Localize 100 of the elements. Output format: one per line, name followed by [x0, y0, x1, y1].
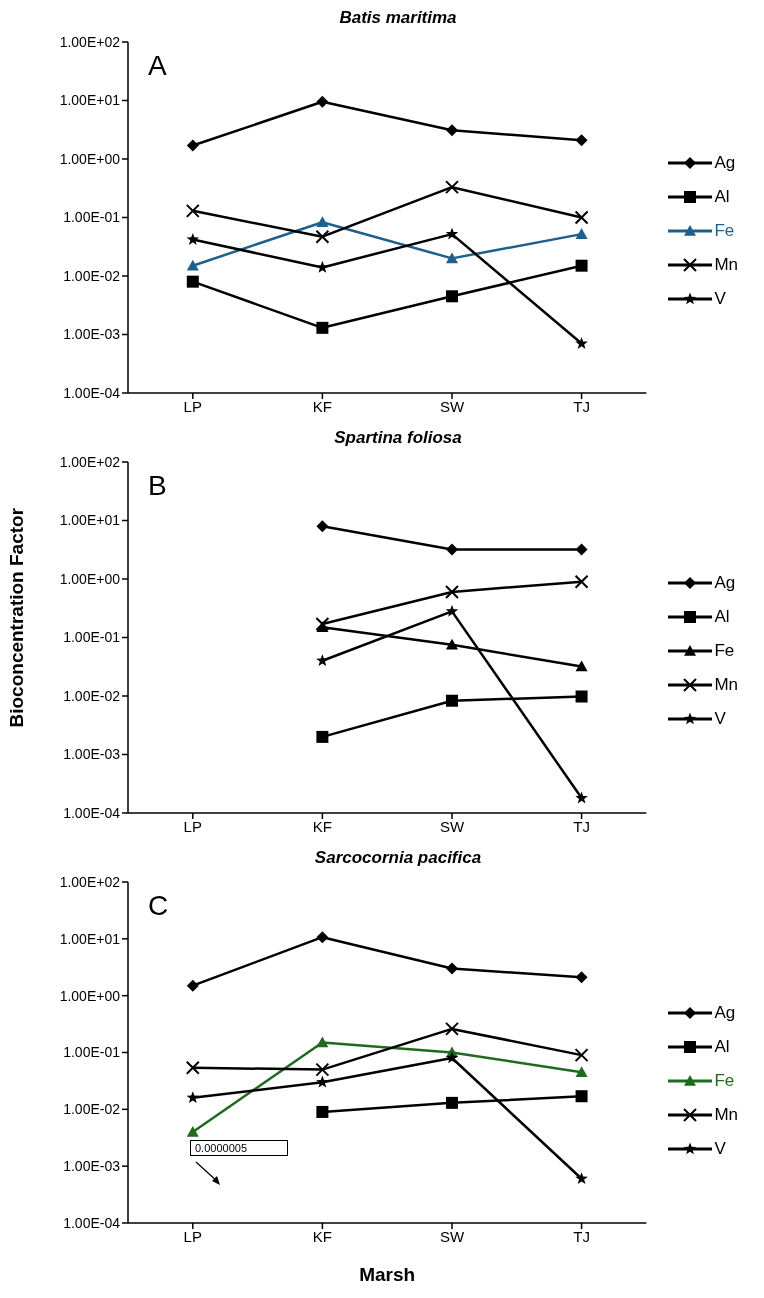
point: [186, 1125, 199, 1137]
y-tick-label: 1.00E+00: [59, 987, 121, 1004]
point: [574, 1048, 589, 1063]
y-tick-label: 1.00E+02: [59, 453, 121, 470]
y-tick-label: 1.00E-03: [63, 326, 121, 343]
legend-label: Al: [714, 607, 730, 627]
point: [445, 124, 458, 137]
x-tick-label: SW: [439, 817, 465, 835]
legend-label: V: [714, 709, 726, 729]
point: [444, 584, 459, 599]
y-tick-label: 1.00E+02: [59, 33, 121, 50]
legend-label: Mn: [714, 675, 738, 695]
x-tick-label: KF: [312, 1227, 332, 1245]
x-tick-label: TJ: [573, 817, 590, 835]
legend-label: Ag: [714, 153, 736, 173]
point: [315, 617, 330, 632]
legend-label: Fe: [714, 1071, 735, 1091]
point: [575, 1090, 588, 1103]
point: [575, 660, 588, 672]
point: [316, 321, 329, 334]
x-axis-title: Marsh: [359, 1264, 416, 1285]
y-tick-label: 1.00E-03: [63, 746, 121, 763]
y-tick-label: 1.00E-04: [63, 1214, 121, 1231]
point: [316, 216, 329, 228]
legend-label: Fe: [714, 641, 735, 661]
point: [575, 134, 588, 147]
point: [445, 638, 458, 650]
point: [575, 690, 588, 703]
x-tick-label: LP: [183, 1227, 202, 1245]
point: [445, 604, 459, 617]
x-tick-label: SW: [439, 397, 465, 415]
point: [574, 574, 589, 589]
point: [575, 971, 588, 984]
x-tick-label: SW: [439, 1227, 465, 1245]
point: [575, 1172, 588, 1185]
point: [445, 227, 459, 240]
point: [315, 229, 330, 244]
x-tick-label: TJ: [573, 1227, 590, 1245]
x-tick-label: KF: [312, 817, 332, 835]
note-box: 0.0000005: [190, 1140, 288, 1156]
legend-label: Fe: [714, 221, 735, 241]
annotation: C: [148, 890, 169, 922]
legend-label: Al: [714, 1037, 730, 1057]
y-tick-label: 1.00E-01: [63, 629, 121, 646]
point: [574, 210, 589, 225]
x-tick-label: KF: [312, 397, 332, 415]
point: [445, 1096, 458, 1109]
legend-label: V: [714, 1139, 726, 1159]
point: [316, 730, 329, 743]
x-tick-label: LP: [183, 397, 202, 415]
x-tick-label: TJ: [573, 397, 590, 415]
y-tick-label: 1.00E-04: [63, 384, 121, 401]
y-tick-label: 1.00E-02: [63, 267, 121, 284]
point: [316, 520, 329, 533]
point: [444, 1021, 459, 1036]
y-tick-label: 1.00E+01: [59, 930, 121, 947]
y-tick-label: 1.00E-03: [63, 1158, 121, 1175]
annotation: A: [148, 50, 167, 82]
point: [445, 962, 458, 975]
point: [575, 259, 588, 272]
point: [445, 543, 458, 556]
y-tick-label: 1.00E+02: [59, 873, 121, 890]
point: [316, 931, 329, 944]
chart-title: Batis maritima: [338, 8, 458, 29]
point: [186, 275, 199, 288]
y-tick-label: 1.00E-02: [63, 687, 121, 704]
point: [575, 791, 588, 804]
point: [445, 290, 458, 303]
point: [445, 1051, 459, 1064]
y-tick-label: 1.00E+01: [59, 92, 121, 109]
point: [444, 180, 459, 195]
point: [575, 336, 588, 349]
point: [445, 252, 458, 264]
y-tick-label: 1.00E-04: [63, 804, 121, 821]
legend-label: Ag: [714, 1003, 736, 1023]
legend-label: V: [714, 289, 726, 309]
point: [186, 259, 199, 271]
point: [186, 1091, 200, 1104]
point: [316, 1036, 329, 1048]
chart-title: Spartina foliosa: [333, 428, 463, 449]
legend-label: Al: [714, 187, 730, 207]
y-tick-label: 1.00E-01: [63, 209, 121, 226]
y-tick-label: 1.00E+01: [59, 512, 121, 529]
annotation: B: [148, 470, 167, 502]
point: [445, 694, 458, 707]
point: [185, 203, 200, 218]
y-axis-title: Bioconcentration Factor: [5, 507, 27, 728]
point: [185, 1060, 200, 1075]
y-tick-label: 1.00E-02: [63, 1101, 121, 1118]
chart-title: Sarcocornia pacifica: [313, 848, 483, 869]
point: [186, 979, 199, 992]
point: [186, 139, 199, 152]
legend-label: Ag: [714, 573, 736, 593]
point: [315, 1062, 330, 1077]
point: [316, 95, 329, 108]
y-tick-label: 1.00E+00: [59, 150, 121, 167]
legend-label: Mn: [714, 255, 738, 275]
y-tick-label: 1.00E-01: [63, 1044, 121, 1061]
y-tick-label: 1.00E+00: [59, 570, 121, 587]
point: [575, 543, 588, 556]
